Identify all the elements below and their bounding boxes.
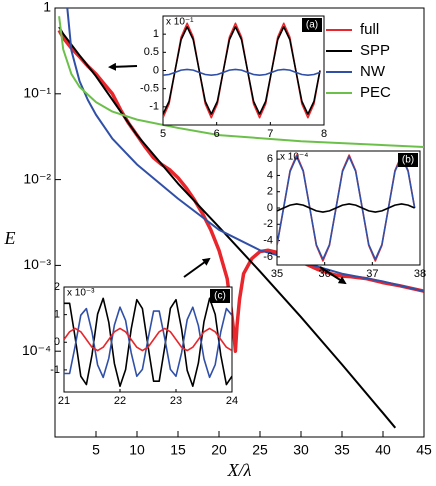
panel-label-box	[302, 18, 322, 32]
x-tick-label: 6	[214, 128, 220, 140]
x-tick-label: 22	[114, 395, 126, 407]
y-tick-label: 6	[267, 153, 273, 165]
arrow	[108, 62, 138, 71]
legend-label: full	[360, 21, 379, 38]
panel-label: (b)	[402, 155, 414, 166]
inset-chart: 21 22 23 24 -1 0 1 2 x 10⁻³ (c)	[50, 281, 238, 407]
y-tick-label: -1	[50, 364, 60, 376]
series-group	[64, 297, 232, 387]
scale-label: x 10⁻⁴	[280, 152, 308, 163]
panel-label: (c)	[214, 291, 226, 302]
scale-label: x 10⁻¹	[166, 17, 194, 28]
x-tick-label: 35	[271, 268, 283, 280]
x-tick-label: 7	[267, 128, 273, 140]
y-tick-label: 10⁻³	[23, 256, 51, 272]
line-series	[163, 68, 321, 77]
y-tick-label: -4	[263, 234, 273, 246]
x-tick-label: 35	[334, 442, 350, 458]
y-tick-label: -0.5	[140, 83, 159, 95]
line-series	[66, 8, 424, 293]
arrow	[183, 257, 211, 278]
x-tick-label: 23	[170, 395, 182, 407]
x-tick-label: 5	[92, 442, 100, 458]
y-tick-label: 10⁻⁴	[22, 342, 51, 358]
series-group	[57, 8, 424, 429]
series-group	[163, 22, 321, 119]
x-tick-label: 15	[170, 442, 186, 458]
legend-label: SPP	[360, 42, 390, 59]
y-tick-label: -6	[263, 251, 273, 263]
legend-label: PEC	[360, 84, 391, 101]
panel-label-box	[398, 153, 418, 167]
panel-label-box	[210, 289, 230, 303]
y-tick-label: 1	[54, 309, 60, 321]
line-series	[277, 203, 415, 213]
y-tick-label: 0	[153, 64, 159, 76]
plot-frame	[276, 150, 421, 266]
y-tick-label: 2	[54, 281, 60, 293]
line-series	[57, 29, 424, 353]
line-series	[163, 26, 321, 115]
x-tick-label: 5	[160, 128, 166, 140]
y-tick-label: 10⁻²	[23, 170, 51, 186]
x-tick-label: 25	[252, 442, 268, 458]
x-tick-label: 8	[321, 128, 327, 140]
line-series	[58, 16, 424, 148]
line-series	[64, 306, 232, 379]
legend-label: NW	[360, 63, 386, 80]
y-tick-label: 0	[54, 336, 60, 348]
arrows	[108, 62, 347, 285]
x-tick-label: 20	[211, 442, 227, 458]
x-tick-label: 38	[414, 268, 426, 280]
y-tick-label: -2	[263, 218, 273, 230]
line-series	[277, 155, 416, 261]
x-tick-label: 40	[375, 442, 391, 458]
x-tick-label: 37	[366, 268, 378, 280]
y-tick-label: 4	[267, 169, 273, 181]
x-tick-label: 21	[58, 395, 70, 407]
scale-label: x 10⁻³	[67, 288, 95, 299]
y-tick-label: 1	[153, 28, 159, 40]
y-axis-label: E	[4, 228, 16, 248]
panel-label: (a)	[306, 20, 318, 31]
x-tick-label: 10	[129, 442, 145, 458]
line-series	[58, 26, 397, 429]
line-series	[64, 327, 232, 352]
x-tick-label: 45	[416, 442, 432, 458]
y-tick-label: 10⁻¹	[23, 85, 51, 101]
plot-layer: 5 10 15 20 25 30 35 40 45110⁻¹10⁻²10⁻³10⁻⁴fullSP…	[4, 0, 432, 480]
y-tick-label: 2	[267, 186, 273, 198]
x-tick-label: 24	[226, 395, 238, 407]
y-tick-label: -1	[149, 101, 159, 113]
y-tick-label: 0.5	[144, 46, 159, 58]
inset-chart: 5 6 7 8 -1 -0.5 0 0.5 1 x 10⁻¹ (a)	[140, 15, 327, 140]
x-axis-label: X/λ	[227, 460, 252, 480]
arrow	[319, 266, 347, 285]
y-tick-label: 0	[267, 202, 273, 214]
series-group	[277, 154, 416, 262]
y-tick-label: 1	[43, 0, 51, 15]
x-tick-label: 30	[293, 442, 309, 458]
